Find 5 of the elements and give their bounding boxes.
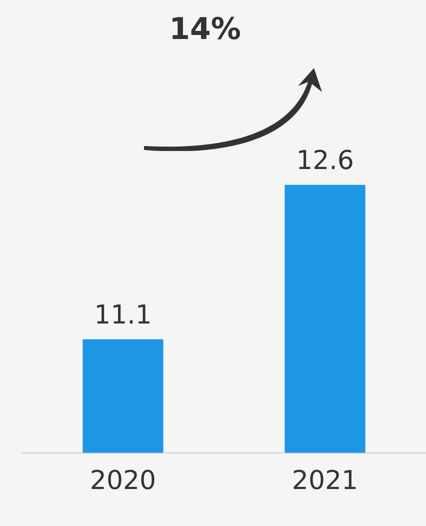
x-tick-label: 2021 <box>292 466 358 496</box>
annotation: 14% <box>168 12 242 47</box>
x-tick-label: 2020 <box>90 466 156 496</box>
data-label: 12.6 <box>296 146 354 176</box>
data-label: 11.1 <box>94 300 152 330</box>
